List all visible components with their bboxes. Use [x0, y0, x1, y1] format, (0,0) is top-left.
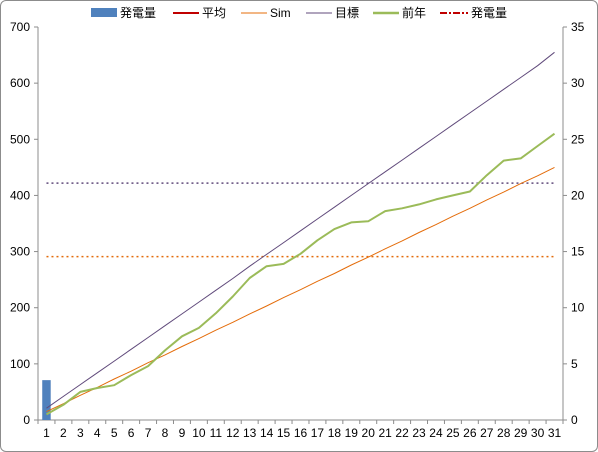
x-tick-label: 7 [145, 426, 152, 440]
x-tick-label: 12 [226, 426, 240, 440]
series-lines [46, 51, 556, 416]
x-tick-label: 17 [311, 426, 325, 440]
x-tick-label: 18 [328, 426, 342, 440]
x-tick-label: 13 [243, 426, 257, 440]
x-tick-label: 15 [277, 426, 291, 440]
x-tick-label: 21 [378, 426, 392, 440]
x-tick-label: 2 [60, 426, 67, 440]
x-tick-label: 31 [548, 426, 562, 440]
x-tick-label: 8 [162, 426, 169, 440]
x-tick-label: 23 [412, 426, 426, 440]
legend-label-average: 平均 [202, 6, 226, 20]
y-tick-label-left: 100 [10, 357, 30, 371]
x-tick-label: 25 [446, 426, 460, 440]
legend-item-target: 目標 [306, 6, 359, 20]
series-line-2 [46, 166, 555, 413]
y-tick-label-right: 0 [571, 413, 578, 427]
y-tick-label-left: 300 [10, 245, 30, 259]
x-tick-label: 1 [43, 426, 50, 440]
y-tick-label-right: 30 [571, 76, 585, 90]
y-tick-label-left: 500 [10, 132, 30, 146]
legend-item-previous-year: 前年 [373, 5, 426, 20]
x-tick-label: 10 [192, 426, 206, 440]
x-tick-label: 11 [210, 426, 223, 440]
x-tick-label: 4 [94, 426, 101, 440]
y-tick-label-left: 400 [10, 188, 30, 202]
x-tick-label: 16 [294, 426, 308, 440]
legend: 発電量 平均 Sim 目標 前年 発電量 [91, 5, 507, 20]
legend-label-sim: Sim [270, 6, 291, 20]
x-tick-label: 9 [179, 426, 186, 440]
y-tick-label-right: 15 [571, 245, 585, 259]
x-tick-label: 14 [260, 426, 274, 440]
x-tick-label: 24 [429, 426, 443, 440]
x-tick-label: 30 [531, 426, 545, 440]
legend-label-previous-year: 前年 [402, 5, 426, 20]
legend-item-generation-bar: 発電量 [91, 6, 156, 20]
legend-item-average: 平均 [173, 6, 226, 20]
y-tick-label-right: 35 [571, 20, 585, 34]
bars [42, 380, 51, 420]
legend-swatch-generation-bar [91, 8, 117, 17]
y-tick-label-left: 0 [23, 413, 30, 427]
x-tick-label: 29 [514, 426, 528, 440]
y-tick-label-left: 700 [10, 20, 30, 34]
series-line-3 [46, 51, 555, 409]
legend-item-generation-line: 発電量 [440, 6, 507, 20]
legend-label-generation-line: 発電量 [471, 6, 507, 20]
y-tick-label-right: 25 [571, 132, 585, 146]
x-tick-label: 5 [111, 426, 118, 440]
x-tick-label: 3 [77, 426, 84, 440]
y-tick-label-left: 200 [10, 301, 30, 315]
legend-label-generation-bar: 発電量 [120, 6, 156, 20]
x-tick-label: 28 [497, 426, 511, 440]
x-tick-label: 27 [480, 426, 494, 440]
y-tick-label-left: 600 [10, 76, 30, 90]
x-tick-label: 20 [362, 426, 376, 440]
x-tick-label: 6 [128, 426, 135, 440]
x-tick-label: 19 [345, 426, 359, 440]
bar-generation-day-1 [42, 380, 51, 420]
legend-label-target: 目標 [335, 6, 359, 20]
x-tick-label: 26 [463, 426, 477, 440]
series-line-4 [46, 132, 556, 416]
y-tick-label-right: 20 [571, 188, 585, 202]
y-tick-label-right: 10 [571, 301, 585, 315]
reference-lines [46, 182, 555, 258]
x-tick-label: 22 [395, 426, 409, 440]
y-tick-label-right: 5 [571, 357, 578, 371]
legend-item-sim: Sim [241, 6, 291, 20]
